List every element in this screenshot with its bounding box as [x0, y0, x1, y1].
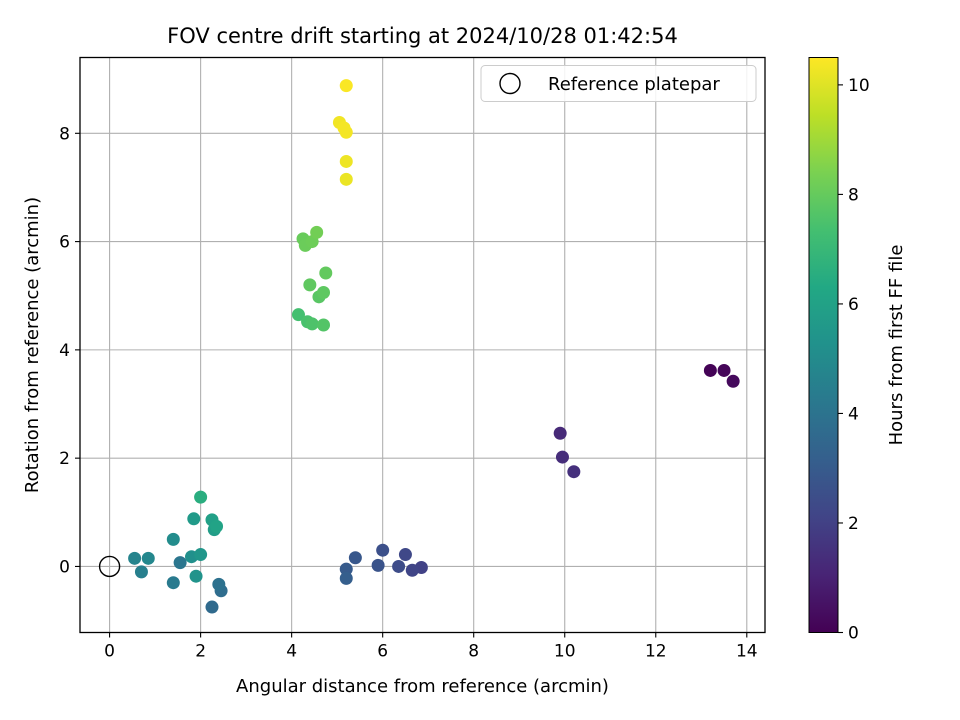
colorbar-ticks: 0 2 4 6 8 10 — [838, 76, 870, 644]
data-point — [194, 548, 208, 562]
reference-platepar-marker — [98, 555, 121, 578]
legend-marker-reference — [499, 72, 521, 95]
data-point — [567, 465, 581, 479]
scatter-points — [98, 79, 740, 614]
chart-title: FOV centre drift starting at 2024/10/28 … — [167, 24, 678, 48]
legend-entry-reference: Reference platepar — [548, 74, 720, 95]
data-point — [398, 548, 412, 562]
legend: Reference platepar — [480, 65, 757, 102]
colorbar-tick-label: 8 — [848, 185, 859, 205]
data-point — [348, 551, 362, 565]
data-point — [310, 225, 324, 239]
legend-box — [480, 65, 757, 102]
data-point — [194, 490, 208, 504]
x-tick-label: 4 — [286, 642, 297, 662]
y-tick-label: 2 — [59, 449, 70, 469]
data-point — [319, 266, 333, 280]
plot-area-frame — [79, 56, 766, 634]
data-point — [726, 374, 740, 388]
data-point — [291, 308, 305, 322]
data-point — [303, 278, 317, 292]
data-point — [339, 562, 353, 576]
data-point — [553, 426, 567, 440]
colorbar-tick-label: 4 — [848, 404, 859, 424]
colorbar — [808, 57, 839, 633]
x-tick-label: 12 — [645, 642, 667, 662]
x-tick-label: 14 — [736, 642, 758, 662]
data-point — [392, 559, 406, 573]
data-point — [210, 519, 224, 533]
colorbar-tick-label: 10 — [848, 76, 870, 96]
data-point — [339, 154, 353, 168]
y-tick-label: 0 — [59, 557, 70, 577]
x-tick-label: 6 — [377, 642, 388, 662]
y-tick-label: 8 — [59, 124, 70, 144]
data-point — [337, 121, 351, 135]
data-point — [555, 450, 569, 464]
data-point — [703, 363, 717, 377]
data-point — [166, 576, 180, 590]
data-point — [339, 571, 353, 585]
data-point — [305, 317, 319, 331]
x-tick-label: 8 — [468, 642, 479, 662]
x-axis-label: Angular distance from reference (arcmin) — [236, 676, 609, 697]
colorbar-tick-label: 2 — [848, 514, 859, 534]
data-point — [187, 512, 201, 526]
data-point — [717, 363, 731, 377]
data-point — [205, 600, 219, 614]
data-point — [405, 563, 419, 577]
x-tick-label: 10 — [554, 642, 576, 662]
data-point — [173, 556, 187, 570]
x-tick-label: 0 — [104, 642, 115, 662]
y-axis-label: Rotation from reference (arcmin) — [22, 197, 43, 493]
data-point — [376, 543, 390, 557]
data-point — [189, 569, 203, 583]
data-point — [128, 551, 142, 565]
data-point — [141, 551, 155, 565]
data-point — [212, 577, 226, 591]
colorbar-tick-label: 0 — [848, 624, 859, 644]
colorbar-label: Hours from first FF file — [886, 245, 907, 446]
data-point — [166, 532, 180, 546]
y-tick-label: 6 — [59, 233, 70, 253]
data-point — [134, 565, 148, 579]
axis-ticks: 0 2 4 6 8 10 12 14 0 2 4 6 8 — [59, 124, 757, 661]
data-point — [317, 285, 331, 299]
data-point — [371, 558, 385, 572]
grid-lines — [80, 57, 765, 633]
x-tick-label: 2 — [195, 642, 206, 662]
colorbar-tick-label: 6 — [848, 295, 859, 315]
data-point — [339, 79, 353, 93]
data-point — [317, 318, 331, 332]
y-tick-label: 4 — [59, 341, 70, 361]
data-point — [339, 172, 353, 186]
